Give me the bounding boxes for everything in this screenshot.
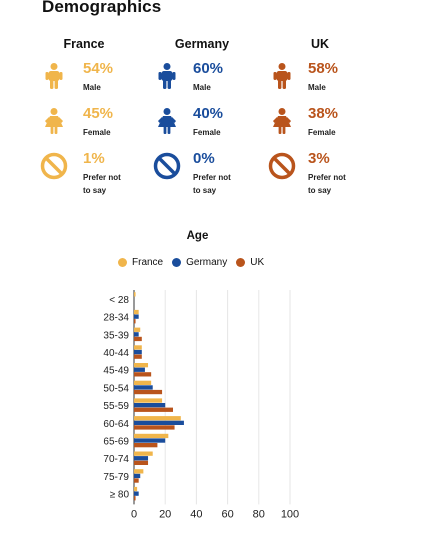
x-tick-label: 60 (221, 508, 233, 520)
stat-label: Prefer not to say (308, 173, 346, 195)
bar-france (134, 345, 142, 350)
bar-france (134, 363, 149, 368)
stat-label: Male (193, 83, 211, 92)
legend-label: France (132, 256, 164, 268)
bar-germany (134, 456, 149, 461)
y-tick-label: ≥ 80 (110, 490, 130, 501)
bar-uk (134, 319, 136, 324)
bar-uk (134, 496, 136, 501)
bar-germany (134, 314, 139, 319)
legend-label: Germany (186, 256, 228, 268)
bar-france (134, 292, 136, 297)
bar-france (134, 327, 141, 332)
male-icon (40, 62, 68, 95)
x-tick-label: 80 (253, 508, 265, 520)
prohibited-icon (268, 152, 296, 185)
bar-uk (134, 389, 163, 395)
male-icon (153, 62, 181, 95)
page-title: Demographics (42, 0, 162, 16)
prohibited-icon (153, 152, 181, 185)
stat-value: 0% (193, 150, 215, 167)
bar-germany (134, 420, 184, 425)
y-tick-label: 35-39 (103, 330, 129, 341)
y-tick-label: 55-59 (103, 401, 129, 412)
prohibited-icon (40, 152, 68, 185)
chart-legend: France Germany UK (118, 255, 273, 269)
stat-label: Female (308, 128, 336, 137)
legend-label: UK (250, 256, 265, 268)
y-tick-label: 28-34 (103, 313, 129, 324)
y-tick-label: 65-69 (103, 436, 129, 447)
y-tick-label: 75-79 (103, 472, 129, 483)
stat-value: 40% (193, 105, 224, 122)
stat-label: Male (308, 83, 326, 92)
bar-france (134, 486, 138, 492)
bar-uk (134, 336, 142, 342)
stat-label: Female (193, 128, 221, 137)
bar-germany (134, 438, 166, 443)
y-tick-label: 70-74 (103, 454, 129, 465)
stat-value: 3% (308, 150, 330, 167)
stat-value: 54% (83, 60, 114, 77)
bar-germany (134, 367, 145, 372)
female-icon (268, 107, 296, 140)
bar-france (134, 433, 169, 439)
x-tick-label: 20 (159, 508, 171, 520)
country-header-uk: UK (310, 37, 330, 51)
stat-label: Female (83, 128, 111, 137)
bar-uk (134, 460, 149, 465)
bar-uk (134, 425, 175, 430)
bar-uk (134, 407, 173, 412)
legend-item-uk: UK (236, 257, 264, 268)
bar-france (134, 309, 139, 315)
bar-uk (134, 372, 152, 377)
y-tick-label: 40-44 (103, 348, 129, 359)
y-tick-label: 50-54 (103, 383, 129, 394)
bar-germany (134, 403, 166, 408)
bar-france (134, 416, 181, 421)
bar-france (134, 398, 163, 403)
bar-germany (134, 332, 139, 337)
y-tick-label: 60-64 (103, 419, 129, 430)
bar-germany (134, 491, 139, 496)
bar-france (134, 380, 152, 385)
bar-uk (134, 478, 139, 483)
country-header-germany: Germany (174, 37, 230, 51)
legend-swatch (118, 257, 127, 267)
legend-item-germany: Germany (172, 257, 227, 268)
bar-germany (134, 349, 142, 355)
bar-germany (134, 473, 141, 479)
stat-value: 60% (193, 60, 224, 77)
bar-uk (134, 443, 158, 448)
bar-france (134, 469, 144, 474)
stat-value: 1% (83, 150, 105, 167)
y-tick-label: < 28 (109, 295, 129, 306)
bar-germany (134, 385, 153, 390)
x-tick-label: 100 (281, 508, 299, 520)
age-bar-chart: 0 20 40 60 80 100 < 28 28-34 35-39 40-44 45-49 50-5… (103, 290, 299, 520)
x-tick-label: 40 (190, 508, 202, 520)
female-icon (40, 107, 68, 140)
y-tick-label: 45-49 (103, 366, 129, 377)
bar-france (134, 451, 153, 456)
x-tick-label: 0 (131, 508, 137, 520)
chart-title: Age (186, 230, 209, 242)
male-icon (268, 62, 296, 95)
stat-value: 45% (83, 105, 114, 122)
legend-swatch (236, 257, 246, 267)
stat-label: Prefer not to say (193, 173, 231, 195)
legend-item-france: France (118, 257, 163, 268)
country-header-france: France (63, 37, 105, 51)
stat-label: Male (83, 83, 101, 92)
bar-uk (134, 354, 142, 359)
legend-swatch (172, 257, 182, 267)
stat-label: Prefer not to say (83, 173, 121, 195)
stat-value: 58% (308, 60, 339, 77)
female-icon (153, 107, 181, 140)
stat-value: 38% (308, 105, 339, 122)
